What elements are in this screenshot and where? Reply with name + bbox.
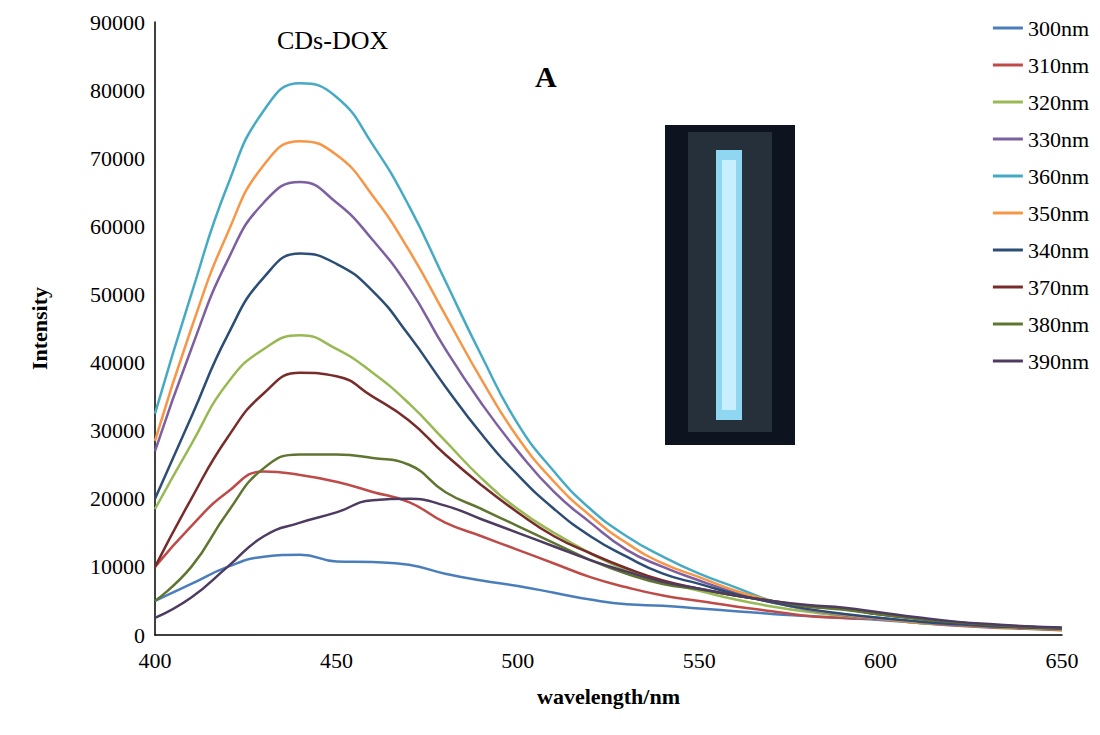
svg-text:650: 650 (1046, 648, 1079, 673)
svg-text:360nm: 360nm (1028, 164, 1089, 189)
svg-text:70000: 70000 (90, 146, 145, 171)
svg-text:CDs-DOX: CDs-DOX (277, 26, 388, 55)
svg-text:310nm: 310nm (1028, 53, 1089, 78)
svg-text:600: 600 (864, 648, 897, 673)
svg-text:90000: 90000 (90, 10, 145, 35)
svg-text:30000: 30000 (90, 418, 145, 443)
svg-text:350nm: 350nm (1028, 201, 1089, 226)
svg-text:340nm: 340nm (1028, 238, 1089, 263)
svg-text:300nm: 300nm (1028, 16, 1089, 41)
svg-text:60000: 60000 (90, 214, 145, 239)
svg-text:550: 550 (683, 648, 716, 673)
svg-text:A: A (535, 60, 557, 93)
svg-text:80000: 80000 (90, 78, 145, 103)
svg-text:Intensity: Intensity (27, 287, 52, 370)
svg-text:390nm: 390nm (1028, 349, 1089, 374)
svg-text:50000: 50000 (90, 282, 145, 307)
svg-text:10000: 10000 (90, 554, 145, 579)
svg-text:wavelength/nm: wavelength/nm (537, 684, 680, 709)
svg-text:320nm: 320nm (1028, 90, 1089, 115)
svg-text:40000: 40000 (90, 350, 145, 375)
svg-text:370nm: 370nm (1028, 275, 1089, 300)
svg-text:330nm: 330nm (1028, 127, 1089, 152)
svg-text:0: 0 (134, 623, 145, 648)
svg-text:450: 450 (320, 648, 353, 673)
svg-text:20000: 20000 (90, 486, 145, 511)
svg-text:380nm: 380nm (1028, 312, 1089, 337)
svg-text:500: 500 (501, 648, 534, 673)
svg-text:400: 400 (139, 648, 172, 673)
